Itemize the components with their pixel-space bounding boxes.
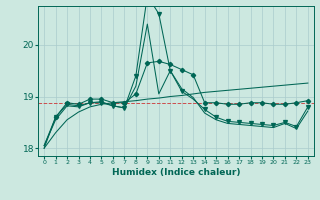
X-axis label: Humidex (Indice chaleur): Humidex (Indice chaleur) [112,168,240,177]
